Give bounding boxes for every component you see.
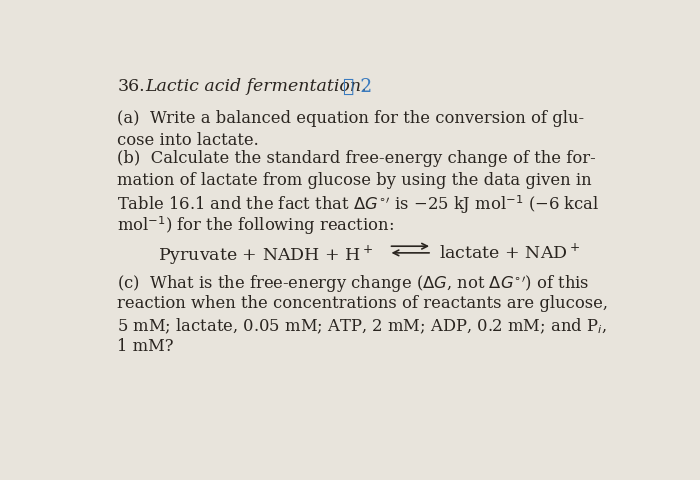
Text: (b)  Calculate the standard free-energy change of the for-: (b) Calculate the standard free-energy c… <box>118 150 596 167</box>
Text: (c)  What is the free-energy change ($\Delta G$, not $\Delta G^{\circ\prime}$) o: (c) What is the free-energy change ($\De… <box>118 273 589 294</box>
Text: Lactic acid fermentation.: Lactic acid fermentation. <box>146 78 368 95</box>
Text: 1 mM?: 1 mM? <box>118 337 174 354</box>
Text: (a)  Write a balanced equation for the conversion of glu-: (a) Write a balanced equation for the co… <box>118 110 584 127</box>
Text: Table 16.1 and the fact that $\Delta G^{\circ\prime}$ is $-$25 kJ mol$^{-1}$ ($-: Table 16.1 and the fact that $\Delta G^{… <box>118 192 600 215</box>
Text: mol$^{-1}$) for the following reaction:: mol$^{-1}$) for the following reaction: <box>118 214 394 237</box>
Text: Pyruvate + NADH + H$^+$: Pyruvate + NADH + H$^+$ <box>158 243 373 266</box>
Text: mation of lactate from glucose by using the data given in: mation of lactate from glucose by using … <box>118 171 592 188</box>
Text: lactate + NAD$^+$: lactate + NAD$^+$ <box>439 243 580 262</box>
Text: cose into lactate.: cose into lactate. <box>118 132 259 148</box>
Text: ✓ 2: ✓ 2 <box>337 78 372 96</box>
Text: 5 mM; lactate, 0.05 mM; ATP, 2 mM; ADP, 0.2 mM; and P$_i$,: 5 mM; lactate, 0.05 mM; ATP, 2 mM; ADP, … <box>118 316 607 335</box>
Text: reaction when the concentrations of reactants are glucose,: reaction when the concentrations of reac… <box>118 294 608 312</box>
Text: 36.: 36. <box>118 78 145 95</box>
